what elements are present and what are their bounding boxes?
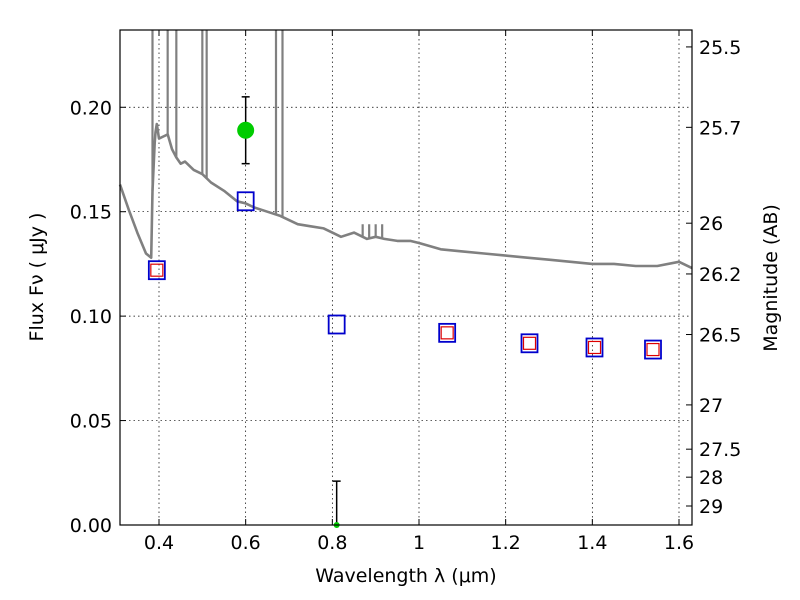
detection-point [237,121,255,139]
x-tick-label: 1.6 [664,532,694,554]
y2-tick-label: 26 [699,213,723,235]
observed-photometry-point [587,340,602,355]
model-photometry-point [644,339,662,360]
model-photometry-point [147,260,166,281]
data-series [118,30,693,528]
model-photometry-point [520,333,539,354]
x-tick-label: 1.2 [491,532,521,554]
model-photometry-point [327,314,346,335]
y2-tick-label: 27.5 [699,439,741,461]
model-photometry-point [236,191,255,212]
y-axis-label: Flux Fν ( μJy ) [26,213,48,342]
y2-tick-label: 28 [699,467,723,489]
x-tick-label: 0.8 [317,532,347,554]
axis-ticks [120,30,692,526]
y2-tick-label: 26.5 [699,325,741,347]
y2-tick-label: 25.5 [699,37,741,59]
plot-frame [119,29,693,526]
tick-labels: 0.4 0.6 0.8 1 1.2 1.4 1.6 0.00 0.05 0.10 0.15 0.20 2… [70,37,742,554]
x-tick-label: 1.4 [577,532,607,554]
x-tick-label: 1 [413,532,425,554]
observed-photometry-point [150,263,164,277]
observed-photometry-point [522,336,537,350]
x-tick-label: 0.4 [144,532,174,554]
y-tick-label: 0.10 [70,306,112,328]
x-tick-label: 0.6 [231,532,261,554]
y2-tick-label: 27 [699,395,723,417]
y2-axis-label: Magnitude (AB) [760,204,782,352]
y-tick-label: 0.15 [70,202,112,224]
sed-line [118,122,693,270]
model-photometry-point [438,322,457,343]
x-axis-label: Wavelength λ (μm) [315,565,496,587]
y-tick-label: 0.05 [70,411,112,433]
y2-tick-label: 26.2 [699,264,741,286]
model-photometry-point [585,337,604,358]
plot-background [120,30,692,525]
y2-tick-label: 25.7 [699,117,741,139]
observed-photometry-point [646,342,660,357]
y-tick-label: 0.00 [70,515,112,537]
observed-photometry-point [440,326,454,340]
y-tick-label: 0.20 [70,97,112,119]
y2-tick-label: 29 [699,496,723,518]
